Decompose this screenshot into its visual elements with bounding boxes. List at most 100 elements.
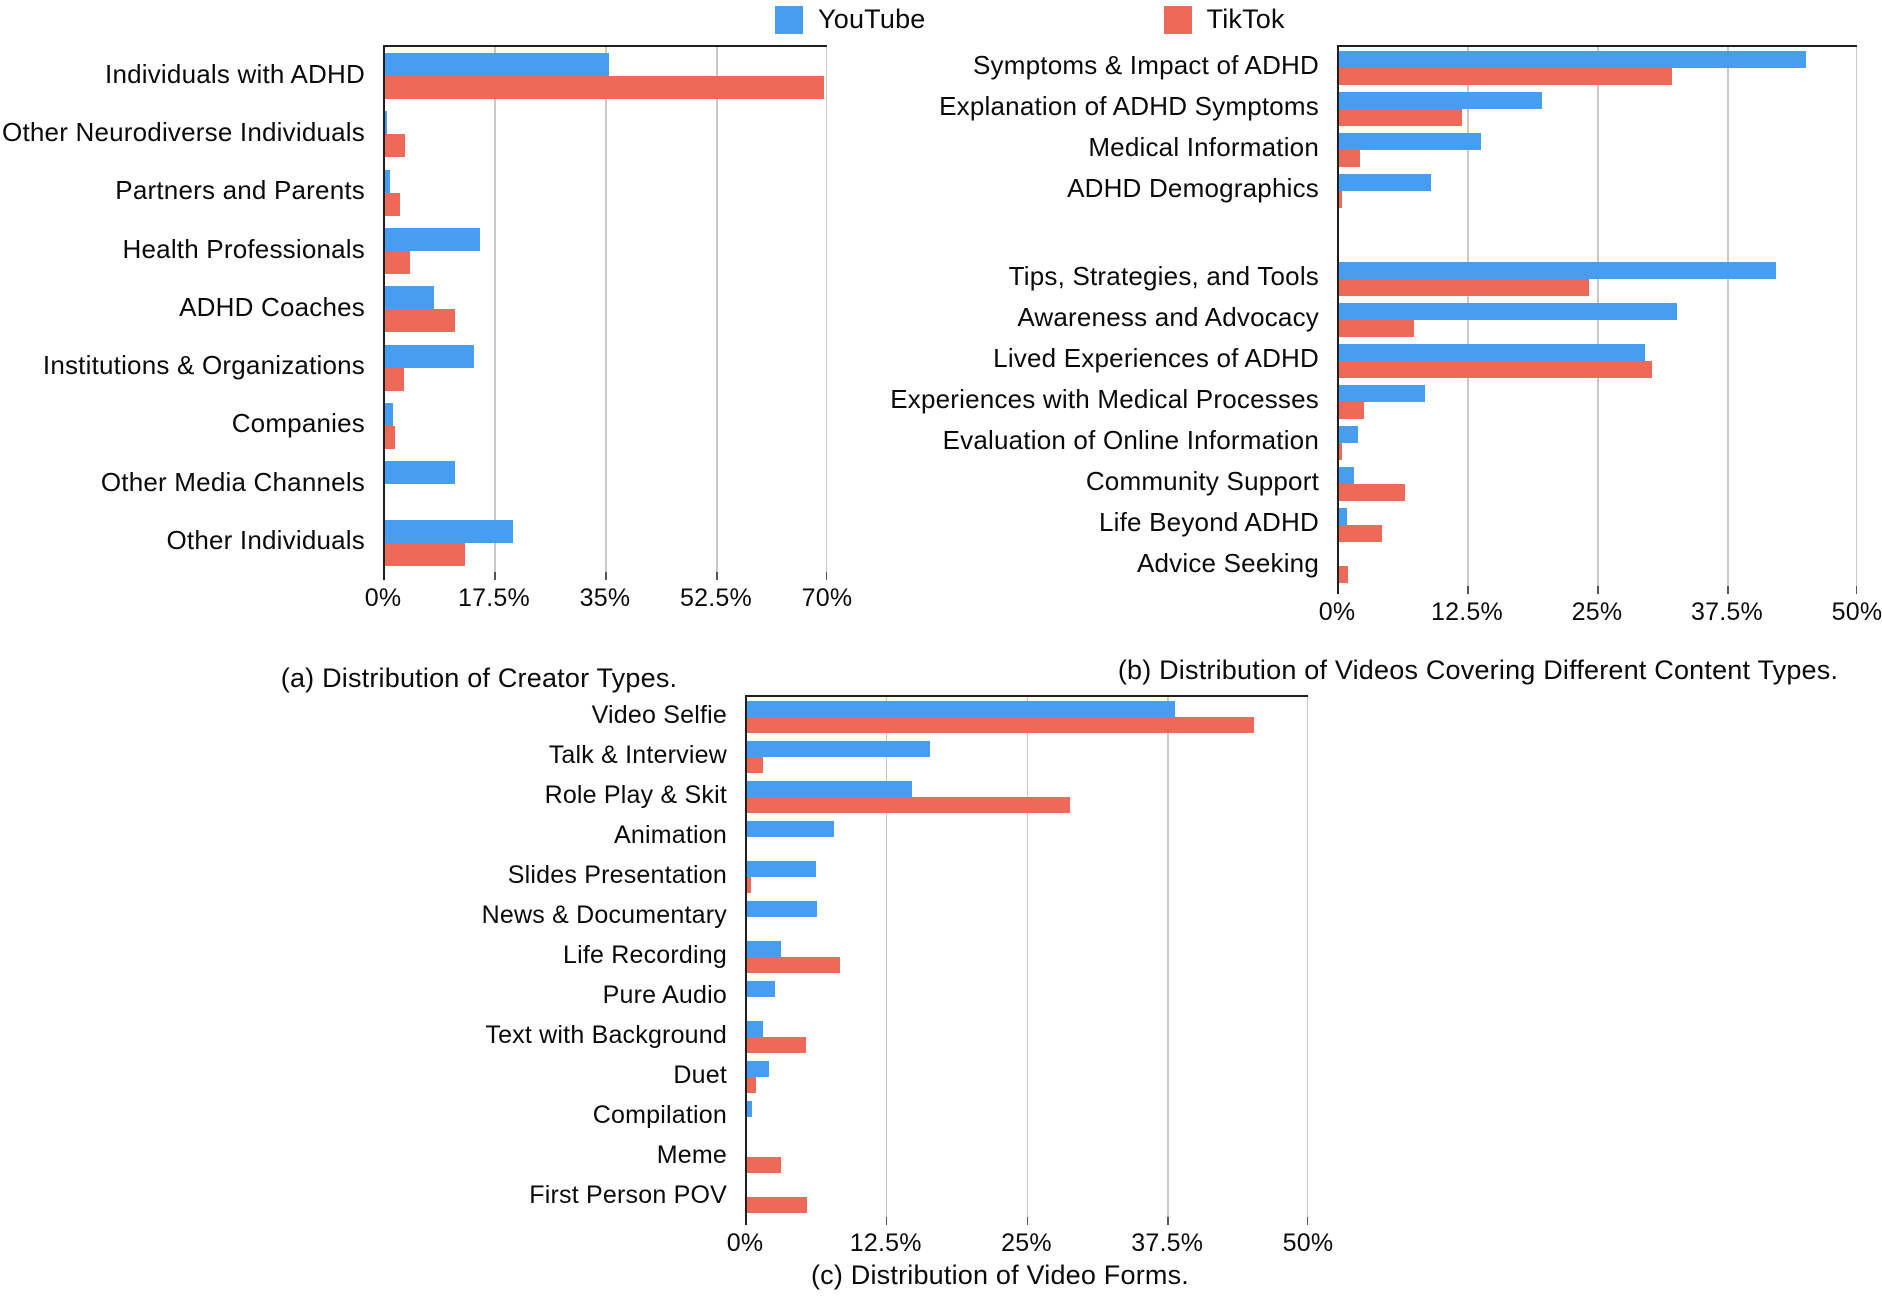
bar-tiktok: [1339, 278, 1589, 296]
bar-youtube: [747, 781, 912, 797]
bar-tiktok: [1339, 319, 1414, 337]
x-tick-mark: [605, 571, 607, 580]
category-label: Experiences with Medical Processes: [890, 384, 1319, 414]
category-label: Partners and Parents: [115, 175, 365, 206]
bar-youtube: [747, 981, 776, 997]
bar-tiktok: [1339, 190, 1343, 208]
bar-tiktok: [1339, 108, 1462, 126]
bar-youtube: [385, 286, 435, 310]
bar-tiktok: [1339, 483, 1405, 501]
x-tick-label: 0%: [364, 583, 402, 612]
x-tick-mark: [1026, 1217, 1028, 1225]
category-label: Advice Seeking: [1136, 548, 1319, 578]
bar-tiktok: [747, 1077, 757, 1093]
bar-youtube: [1339, 261, 1776, 279]
x-tick-mark: [1855, 586, 1857, 594]
category-label: Symptoms & Impact of ADHD: [973, 50, 1319, 80]
chart-c-plot-area: 0% 12.5% 25% 37.5% 50%: [727, 695, 1333, 1257]
legend-item-tiktok: TikTok: [1163, 4, 1285, 35]
bar-tiktok: [1339, 67, 1672, 85]
chart-creator-types: 0% 17.5% 35% 52.5% 70% Individuals with ADHD O…: [0, 45, 852, 612]
x-tick-mark: [1167, 1217, 1169, 1225]
bar-youtube: [747, 741, 930, 757]
category-label: Awareness and Advocacy: [1017, 302, 1319, 332]
chart-legend: YouTube TikTok: [775, 4, 1285, 35]
category-label: Text with Background: [485, 1020, 727, 1049]
bar-youtube: [385, 461, 455, 485]
category-label: Explanation of ADHD Symptoms: [939, 91, 1319, 121]
bar-tiktok: [385, 134, 405, 158]
category-label: Animation: [614, 820, 727, 849]
bar-youtube: [747, 901, 818, 917]
bar-tiktok: [385, 425, 396, 449]
x-tick-label: 50%: [1282, 1229, 1334, 1257]
bar-youtube: [1339, 466, 1354, 484]
y-axis-line: [745, 697, 747, 1225]
bar-tiktok: [1339, 149, 1360, 167]
bar-tiktok: [385, 192, 401, 216]
gridline: [1026, 697, 1028, 1217]
category-label: Other Individuals: [166, 525, 365, 556]
bar-youtube: [747, 861, 816, 877]
bar-youtube: [1339, 384, 1426, 402]
category-label: First Person POV: [529, 1180, 727, 1209]
gridline: [885, 697, 888, 1217]
gridline: [605, 47, 607, 572]
category-label: Role Play & Skit: [544, 780, 727, 809]
bar-youtube: [747, 701, 1176, 717]
chart-content-types: 0% 12.5% 25% 37.5% 50% Symptoms & Impact of A…: [880, 45, 1882, 626]
bar-tiktok: [1339, 565, 1349, 583]
category-label: Pure Audio: [602, 980, 727, 1009]
x-tick-label: 37.5%: [1691, 598, 1763, 626]
bar-tiktok: [1339, 360, 1653, 378]
bar-youtube: [1339, 173, 1431, 191]
bar-youtube: [385, 53, 609, 77]
x-tick-mark: [716, 571, 718, 580]
gridline: [825, 47, 827, 572]
y-axis-line: [383, 47, 385, 580]
category-label: Life Beyond ADHD: [1099, 507, 1319, 537]
x-tick-mark: [1727, 586, 1729, 594]
category-label: ADHD Coaches: [179, 291, 365, 322]
x-tick-label: 12.5%: [1431, 598, 1503, 626]
bar-tiktok: [385, 367, 404, 391]
bar-youtube: [747, 941, 782, 957]
category-label: Slides Presentation: [507, 860, 727, 889]
category-label: Duet: [673, 1060, 727, 1089]
x-tick-label: 0%: [1318, 598, 1356, 626]
gridline: [494, 47, 496, 572]
bar-tiktok: [747, 797, 1071, 813]
caption-chart-a: (a) Distribution of Creator Types.: [280, 663, 678, 693]
x-tick-label: 35%: [579, 583, 631, 612]
x-tick-label: 0%: [726, 1229, 764, 1257]
bar-tiktok: [747, 757, 764, 773]
legend-label-youtube: YouTube: [818, 4, 926, 34]
bar-youtube: [385, 228, 481, 252]
bar-youtube: [1339, 302, 1678, 320]
caption-chart-c: (c) Distribution of Video Forms.: [810, 1260, 1190, 1290]
x-tick-mark: [1467, 586, 1469, 594]
bar-youtube: [385, 402, 394, 426]
x-tick-mark: [885, 1217, 888, 1225]
category-label: Institutions & Organizations: [42, 350, 365, 381]
category-label: Evaluation of Online Information: [942, 425, 1319, 455]
bar-tiktok: [747, 957, 840, 973]
caption-chart-b: (b) Distribution of Videos Covering Diff…: [1117, 655, 1839, 685]
bar-youtube: [747, 1101, 752, 1117]
gridline: [1167, 697, 1169, 1217]
bar-tiktok: [747, 877, 751, 893]
bar-youtube: [385, 111, 388, 135]
bar-tiktok: [747, 1037, 806, 1053]
bar-tiktok: [747, 1197, 807, 1213]
bar-youtube: [747, 1021, 764, 1037]
x-tick-label: 25%: [1571, 598, 1623, 626]
gridline: [1727, 47, 1729, 586]
bar-youtube: [1339, 507, 1348, 525]
bar-tiktok: [385, 251, 410, 275]
chart-a-plot-area: 0% 17.5% 35% 52.5% 70%: [365, 45, 852, 612]
x-tick-label: 52.5%: [680, 583, 752, 612]
category-label: Individuals with ADHD: [105, 58, 365, 89]
bar-youtube: [1339, 343, 1645, 361]
legend-label-tiktok: TikTok: [1206, 4, 1285, 34]
category-label: Companies: [231, 408, 365, 439]
